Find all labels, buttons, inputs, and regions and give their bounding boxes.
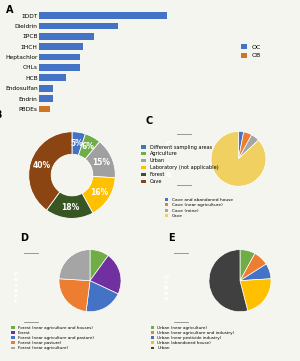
Bar [39, 33, 94, 40]
Bar [39, 23, 118, 29]
Text: C
a
v
e: C a v e [166, 141, 172, 179]
Text: B: B [0, 110, 2, 120]
Legend: OC, OB: OC, OB [238, 42, 264, 61]
Wedge shape [78, 134, 100, 159]
Wedge shape [85, 142, 115, 178]
Text: 18%: 18% [61, 203, 79, 212]
Wedge shape [29, 132, 72, 210]
Text: 15%: 15% [92, 158, 110, 167]
Legend: Cave and abandoned house, Cave (near agriculture), Cave (mine), Cave: Cave and abandoned house, Cave (near agr… [163, 196, 235, 220]
Text: 6%: 6% [81, 143, 94, 152]
Legend: Different sampling areas, Agriculture, Urban, Laboratory (not applicable), Fores: Different sampling areas, Agriculture, U… [139, 143, 220, 186]
Bar [39, 54, 80, 60]
Wedge shape [59, 279, 90, 312]
Bar [39, 74, 66, 81]
Wedge shape [209, 250, 248, 312]
Wedge shape [240, 264, 271, 281]
Text: U
r
b
a
n: U r b a n [163, 275, 168, 301]
Text: F
o
r
e
s
t: F o r e s t [14, 272, 18, 304]
Text: D: D [20, 232, 28, 243]
Wedge shape [211, 131, 266, 186]
Bar [39, 64, 80, 71]
Legend: Forest (near agriculture and houses), Forest, Forest (near agriculture and pastu: Forest (near agriculture and houses), Fo… [10, 324, 96, 352]
Bar [39, 105, 50, 112]
Bar [39, 85, 52, 92]
Text: E: E [169, 232, 175, 243]
Wedge shape [90, 256, 121, 294]
Wedge shape [86, 281, 118, 312]
Bar [39, 12, 167, 19]
Wedge shape [82, 177, 115, 213]
Wedge shape [72, 132, 86, 155]
Text: A: A [6, 5, 14, 15]
Wedge shape [90, 250, 108, 281]
Bar [39, 43, 82, 50]
Bar [39, 95, 52, 102]
Text: 16%: 16% [90, 188, 108, 197]
Legend: Urban (near agriculture), Urban (near agriculture and industry), Urban (near pes: Urban (near agriculture), Urban (near ag… [149, 324, 236, 352]
Wedge shape [46, 192, 93, 218]
Wedge shape [59, 250, 90, 281]
Text: 5%: 5% [70, 139, 83, 148]
Text: 40%: 40% [32, 161, 51, 170]
Wedge shape [240, 250, 255, 281]
Text: C: C [146, 116, 153, 126]
Wedge shape [240, 253, 266, 281]
Wedge shape [240, 279, 271, 311]
Wedge shape [238, 132, 252, 159]
Wedge shape [238, 135, 259, 159]
Wedge shape [238, 131, 244, 159]
